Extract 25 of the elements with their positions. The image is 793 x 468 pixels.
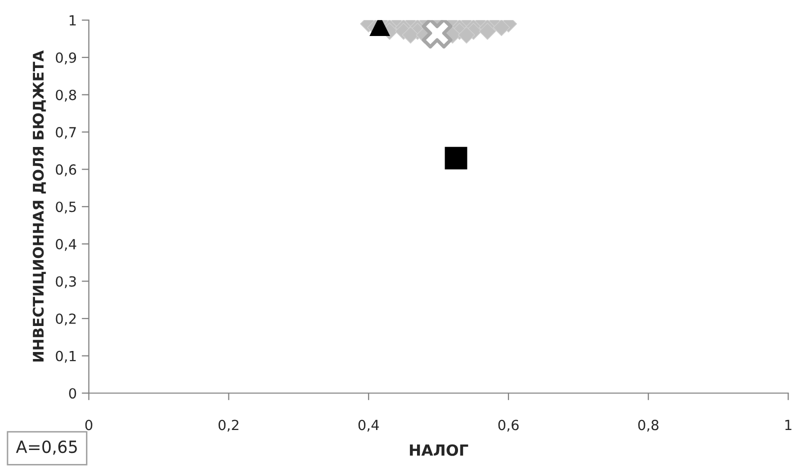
point <box>444 146 468 170</box>
point <box>458 26 476 44</box>
y-tick-label: 0,6 <box>56 164 76 176</box>
x-tick-label: 0,4 <box>358 420 379 432</box>
point <box>478 22 496 40</box>
x-tick-label: 0 <box>85 420 92 430</box>
text: A=0,65 <box>16 440 77 455</box>
y-axis-title: ИНВЕСТИЦИОННАЯ ДОЛЯ БЮДЖЕТА <box>32 50 46 362</box>
x-tick-label: 1 <box>785 420 792 430</box>
x-tick-label: 0,8 <box>638 420 658 432</box>
y-tick-label: 0,1 <box>56 350 76 363</box>
x-tick-label: 0,2 <box>218 420 238 432</box>
point <box>402 26 420 44</box>
y-tick-label: 0,7 <box>56 126 76 139</box>
x-tick-label: 0,6 <box>498 420 519 432</box>
y-tick-label: 0,2 <box>56 313 76 326</box>
y-tick-label: 0 <box>69 388 76 399</box>
y-tick-label: 1 <box>70 15 76 26</box>
y-tick-label: 0,4 <box>56 238 76 251</box>
y-tick-label: 0,5 <box>56 202 76 214</box>
y-tick-label: 0,9 <box>56 52 76 64</box>
point <box>492 20 510 36</box>
x-axis-title: НАЛОГ <box>410 444 468 456</box>
y-tick-label: 0,8 <box>56 90 76 102</box>
y-tick-label: 0,3 <box>56 276 76 288</box>
